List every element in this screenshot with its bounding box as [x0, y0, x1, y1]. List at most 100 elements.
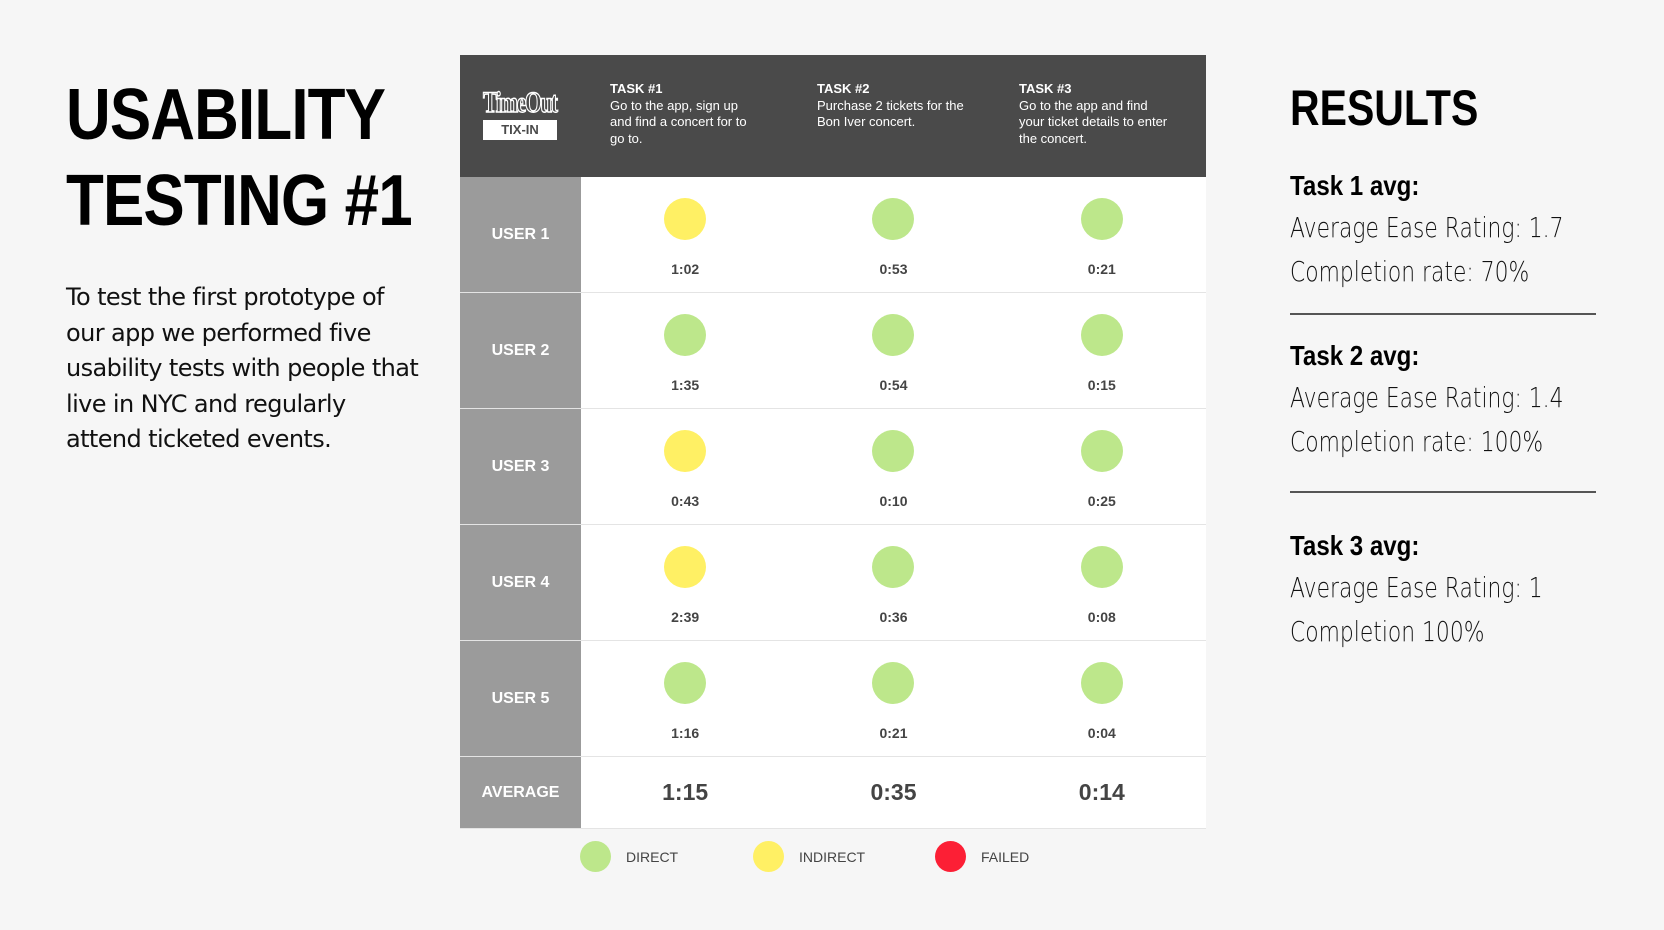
- direct-dot-icon: [872, 546, 915, 588]
- indirect-dot-icon: [753, 841, 784, 872]
- direct-dot-icon: [664, 314, 707, 356]
- results-completion: Completion rate: 100%: [1290, 425, 1544, 458]
- legend-item-indirect: INDIRECT: [753, 841, 865, 872]
- results-ease-rating: Average Ease Rating: 1.4: [1290, 381, 1564, 414]
- user-label: USER 2: [460, 293, 581, 408]
- results-completion: Completion 100%: [1290, 615, 1485, 648]
- result-cell: 0:25: [998, 409, 1206, 524]
- intro-paragraph: To test the first prototype of our app w…: [66, 283, 419, 453]
- logo-product: TIX-IN: [483, 120, 557, 140]
- result-cell: 0:53: [789, 177, 997, 292]
- timeout-tixin-logo: TimeOut TIX-IN: [482, 86, 563, 140]
- direct-dot-icon: [1080, 546, 1123, 588]
- legend-label: INDIRECT: [799, 848, 866, 865]
- direct-dot-icon: [664, 662, 707, 704]
- indirect-dot-icon: [664, 198, 707, 240]
- task-time: 0:43: [671, 493, 700, 509]
- result-cell: 0:21: [998, 177, 1206, 292]
- result-cell: 0:54: [789, 293, 997, 408]
- legend-label: FAILED: [981, 848, 1030, 865]
- legend-item-failed: FAILED: [935, 841, 1029, 872]
- logo-brand: TimeOut: [482, 86, 558, 119]
- results-task-3: Task 3 avg: Average Ease Rating: 1 Compl…: [1290, 526, 1596, 654]
- direct-dot-icon: [872, 198, 915, 240]
- results-title: RESULTS: [1290, 80, 1479, 136]
- results-divider: [1290, 491, 1596, 493]
- results-ease-rating: Average Ease Rating: 1.7: [1290, 211, 1564, 244]
- average-label: AVERAGE: [460, 757, 581, 828]
- results-task-heading: Task 2 avg:: [1290, 340, 1420, 371]
- task-time: 0:21: [879, 725, 908, 741]
- average-task-3: 0:14: [1078, 779, 1125, 805]
- task-header-2: TASK #2 Purchase 2 tickets for the Bon I…: [817, 81, 967, 131]
- task-description: Purchase 2 tickets for the Bon Iver conc…: [817, 97, 964, 130]
- indirect-dot-icon: [664, 546, 707, 588]
- result-cell: 0:21: [789, 641, 997, 756]
- task-time: 0:36: [879, 609, 908, 625]
- average-row: AVERAGE 1:15 0:35 0:14: [460, 757, 1206, 829]
- user-row: USER 2 1:35 0:54 0:15: [460, 293, 1206, 409]
- result-cell: 1:35: [581, 293, 789, 408]
- task-time: 2:39: [671, 609, 700, 625]
- results-completion: Completion rate: 70%: [1290, 255, 1530, 288]
- direct-dot-icon: [1080, 430, 1123, 472]
- task-time: 0:15: [1087, 377, 1116, 393]
- user-label: USER 1: [460, 177, 581, 292]
- result-cell: 0:04: [998, 641, 1206, 756]
- result-cell: 2:39: [581, 525, 789, 640]
- result-cell: 0:36: [789, 525, 997, 640]
- page-title-line-2: TESTING #1: [66, 161, 413, 241]
- direct-dot-icon: [580, 841, 611, 872]
- results-divider: [1290, 313, 1596, 315]
- results-task-heading: Task 3 avg:: [1290, 530, 1420, 561]
- results-task-1: Task 1 avg: Average Ease Rating: 1.7 Com…: [1290, 166, 1596, 294]
- task-header-1: TASK #1 Go to the app, sign up and find …: [610, 81, 760, 147]
- results-ease-rating: Average Ease Rating: 1: [1290, 571, 1543, 604]
- result-cell: 0:08: [998, 525, 1206, 640]
- task-time: 0:25: [1087, 493, 1116, 509]
- task-time: 0:10: [879, 493, 908, 509]
- user-row: USER 4 2:39 0:36 0:08: [460, 525, 1206, 641]
- task-description: Go to the app, sign up and find a concer…: [610, 97, 747, 146]
- usability-results-table: TimeOut TIX-IN TASK #1 Go to the app, si…: [460, 55, 1206, 829]
- result-cell: 0:10: [789, 409, 997, 524]
- legend-label: DIRECT: [626, 848, 679, 865]
- failed-dot-icon: [935, 841, 966, 872]
- result-cell: 0:43: [581, 409, 789, 524]
- result-cell: 1:16: [581, 641, 789, 756]
- task-time: 1:02: [671, 261, 700, 277]
- results-task-2: Task 2 avg: Average Ease Rating: 1.4 Com…: [1290, 336, 1596, 464]
- user-row: USER 3 0:43 0:10 0:25: [460, 409, 1206, 525]
- user-row: USER 5 1:16 0:21 0:04: [460, 641, 1206, 757]
- task-title: TASK #3: [1019, 81, 1072, 96]
- direct-dot-icon: [872, 314, 915, 356]
- direct-dot-icon: [872, 662, 915, 704]
- user-row: USER 1 1:02 0:53 0:21: [460, 177, 1206, 293]
- task-time: 0:21: [1087, 261, 1116, 277]
- task-title: TASK #1: [610, 81, 663, 96]
- task-time: 1:35: [671, 377, 700, 393]
- legend: DIRECT INDIRECT FAILED: [580, 841, 1080, 875]
- task-time: 0:54: [879, 377, 908, 393]
- task-time: 1:16: [671, 725, 700, 741]
- average-task-1: 1:15: [662, 779, 709, 805]
- task-header-3: TASK #3 Go to the app and find your tick…: [1019, 81, 1169, 147]
- user-label: USER 5: [460, 641, 581, 756]
- task-time: 0:04: [1087, 725, 1116, 741]
- result-cell: 1:02: [581, 177, 789, 292]
- average-task-2: 0:35: [870, 779, 917, 805]
- direct-dot-icon: [1080, 314, 1123, 356]
- results-task-heading: Task 1 avg:: [1290, 170, 1420, 201]
- page-title-line-1: USABILITY: [66, 75, 386, 155]
- results-panel: RESULTS Task 1 avg: Average Ease Rating:…: [1290, 78, 1596, 648]
- legend-item-direct: DIRECT: [580, 841, 678, 872]
- task-description: Go to the app and find your ticket detai…: [1019, 97, 1168, 146]
- user-label: USER 3: [460, 409, 581, 524]
- direct-dot-icon: [1080, 198, 1123, 240]
- task-time: 0:08: [1087, 609, 1116, 625]
- task-time: 0:53: [879, 261, 908, 277]
- direct-dot-icon: [872, 430, 915, 472]
- page-title: USABILITY TESTING #1: [66, 72, 413, 244]
- direct-dot-icon: [1080, 662, 1123, 704]
- indirect-dot-icon: [664, 430, 707, 472]
